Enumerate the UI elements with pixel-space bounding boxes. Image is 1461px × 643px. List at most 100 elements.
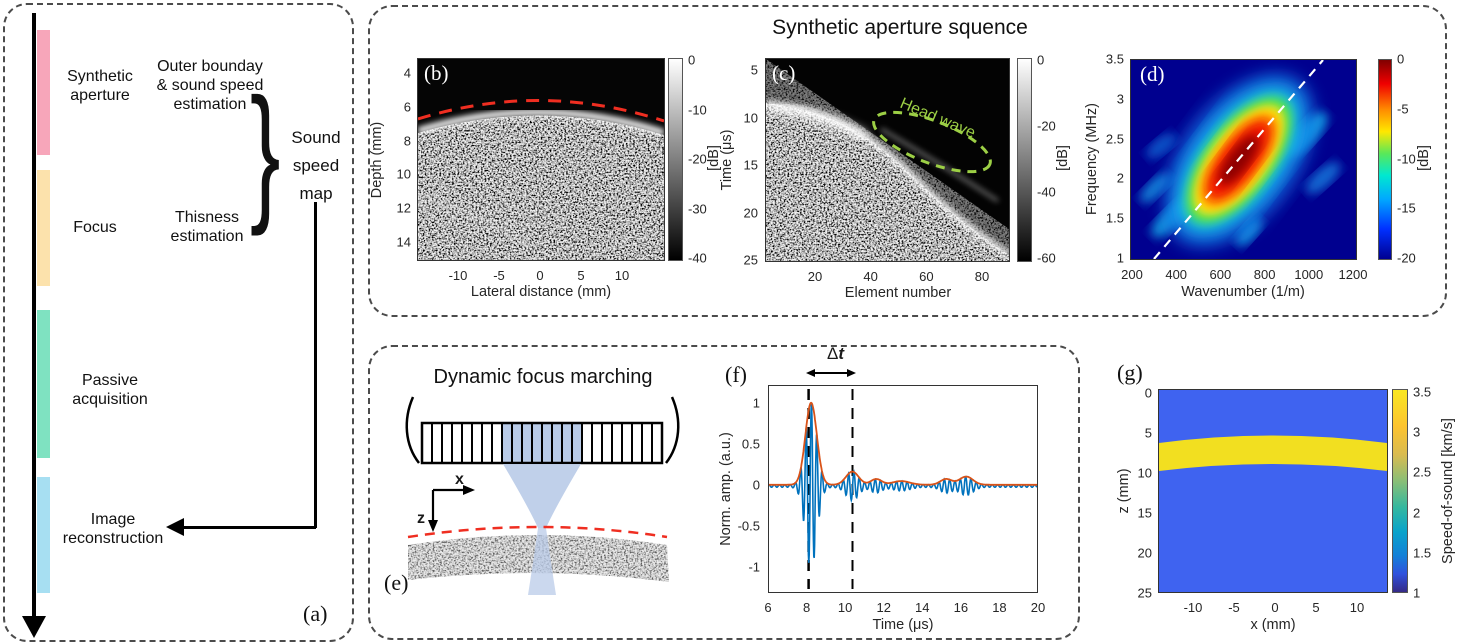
tick-label: 5 — [577, 268, 585, 283]
tick-label: 0 — [536, 268, 544, 283]
tick-label: 6 — [764, 600, 772, 615]
tick-label: 10 — [743, 110, 758, 125]
x-axis-arrowhead-icon — [463, 485, 475, 495]
panel-c-xlabel: Element number — [844, 285, 952, 301]
tick-label: 10 — [1349, 600, 1365, 615]
tick-label: 8 — [403, 133, 411, 149]
top-box-title: Synthetic aperture squence — [772, 16, 1028, 39]
tick-label: 1 — [1413, 585, 1421, 601]
tick-label: 25 — [743, 252, 758, 268]
panel-b-letter: (b) — [424, 61, 449, 85]
flow-arrowhead-icon — [22, 616, 46, 638]
panel-a-letter: (a) — [303, 601, 328, 626]
tick-label: -30 — [688, 201, 707, 216]
label-image-reconstruction: Image reconstruction — [62, 511, 164, 547]
panel-e-schematic — [405, 396, 680, 595]
tick-label: -0.5 — [737, 518, 760, 534]
panel-f-plot — [768, 385, 1038, 593]
tick-label: 15 — [743, 157, 758, 173]
panel-g-plot — [1158, 389, 1388, 593]
panel-b-plot — [411, 58, 666, 261]
tick-label: 18 — [992, 600, 1007, 615]
panel-b-ylabel: Depth (mm) — [369, 121, 385, 199]
tick-label: 3.5 — [1105, 51, 1124, 67]
z-axis-label: z — [417, 510, 425, 527]
connector-arrowhead-icon — [166, 518, 184, 536]
panel-e-letter: (e) — [384, 570, 409, 595]
axes-lines — [431, 488, 467, 524]
tick-label: 800 — [1253, 267, 1276, 282]
tick-label: -20 — [688, 151, 707, 167]
panel-a-box — [3, 3, 354, 642]
tick-label: 12 — [396, 200, 411, 216]
tick-label: 5 — [1312, 600, 1320, 615]
bottom-box — [368, 345, 1080, 640]
tick-label: 3 — [1116, 91, 1124, 107]
tick-label: 0 — [1037, 52, 1045, 68]
tick-label: 20 — [807, 269, 823, 284]
tick-label: 200 — [1121, 267, 1143, 282]
tick-label: 4 — [403, 65, 411, 81]
step-bar-synthetic-aperture — [37, 30, 50, 155]
label-outer-boundary: Outer bounday & sound speed estimation — [156, 58, 264, 113]
panel-d-plot — [1130, 59, 1357, 260]
connector-vertical-line — [314, 202, 317, 528]
panel-f-yticks: 1 0.5 0 -0.5 -1 — [734, 396, 760, 575]
panel-c-image: Head wave — [765, 59, 1011, 261]
focus-beam-lower — [528, 528, 556, 595]
panel-c-plot: Head wave — [765, 58, 1011, 262]
envelope-trace — [769, 401, 1037, 486]
panel-f-ylabel: Norm. amp. (a.u.) — [718, 432, 734, 546]
bone-band — [1159, 435, 1387, 471]
tick-label: 2.5 — [1105, 131, 1124, 147]
flow-arrow-line — [32, 13, 36, 618]
tick-label: 2.5 — [1413, 464, 1432, 480]
step-bar-focus — [37, 170, 50, 286]
panel-c-letter: (c) — [772, 61, 796, 85]
brace-glyph: } — [250, 67, 281, 237]
panel-d-heatmap — [1131, 59, 1356, 260]
tick-label: 1200 — [1338, 267, 1368, 282]
boundary-red-dash — [407, 525, 668, 539]
tick-label: 8 — [802, 600, 811, 615]
tick-label: -5 — [1397, 101, 1409, 117]
tick-label: -60 — [1037, 250, 1056, 266]
tick-label: 400 — [1165, 267, 1188, 282]
connector-horizontal-line — [184, 526, 316, 529]
tick-label: 1.5 — [1105, 210, 1124, 226]
tick-label: -40 — [688, 250, 707, 266]
panel-g-colorbar-label: Speed-of-sound [km/s] — [1440, 418, 1456, 564]
z-axis-arrowhead-icon — [428, 520, 438, 532]
tick-label: -20 — [1397, 250, 1416, 266]
dispersion-dashed-line — [1153, 59, 1324, 260]
tick-label: -5 — [493, 268, 505, 283]
x-axis-label: x — [455, 471, 464, 488]
panel-b-image — [411, 59, 666, 260]
soft-tissue-field — [1159, 390, 1387, 592]
tick-label: 10 — [396, 166, 411, 182]
panel-d-yticks: 3.5 3 2.5 2 1.5 1 — [1098, 52, 1124, 266]
tick-label: -10 — [448, 268, 468, 283]
waveform-chart — [768, 389, 1038, 589]
panel-c-colorbar-ticks: 0 -20 -40 -60 — [1037, 53, 1067, 266]
speed-map — [1159, 390, 1387, 592]
panel-b-colorbar-ticks: 0 -10 -20 -30 -40 — [688, 53, 718, 266]
panel-b-xlabel: Lateral distance (mm) — [470, 284, 612, 300]
tick-label: 80 — [974, 269, 990, 284]
delta-t-symbol: t — [838, 344, 845, 363]
tick-label: 10 — [614, 268, 630, 283]
label-thisness-estimation: Thisness estimation — [170, 209, 244, 245]
tick-label: 10 — [1137, 465, 1152, 481]
tick-label: -1 — [748, 559, 760, 575]
tick-label: 20 — [1137, 545, 1152, 561]
tick-label: 5 — [1144, 425, 1152, 441]
delta-symbol: Δ — [827, 344, 839, 363]
probe-bracket-right — [665, 396, 680, 464]
panel-d-xticks: 200 400 600 800 1000 1200 — [1121, 267, 1367, 282]
label-passive-acquisition: Passive acquisition — [72, 372, 148, 408]
tick-label: 20 — [743, 205, 758, 220]
tick-label: 3 — [1413, 424, 1421, 440]
panel-c-colorbar — [1017, 58, 1032, 262]
tick-label: 12 — [876, 600, 891, 615]
panel-g-xticks: -10 -5 0 5 10 — [1184, 600, 1365, 615]
